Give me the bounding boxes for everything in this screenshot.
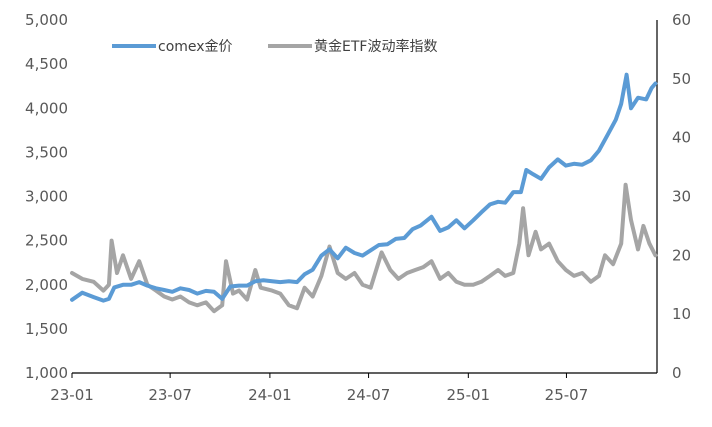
x-tick-label: 23-01 <box>50 386 94 404</box>
y-left-tick-label: 4,500 <box>25 55 68 73</box>
y-left-tick-label: 1,500 <box>25 320 68 338</box>
y-left-tick-label: 4,000 <box>25 99 68 117</box>
series-line-comex-gold <box>70 72 658 303</box>
y-left-tick-label: 2,500 <box>25 232 68 250</box>
y-right-tick-label: 10 <box>672 305 691 323</box>
series-line-gold-etf-vol <box>70 182 658 314</box>
y-right-tick-label: 20 <box>672 246 691 264</box>
x-tick-label: 24-01 <box>248 386 292 404</box>
y-left-tick-label: 1,000 <box>25 364 68 382</box>
y-left-tick-label: 2,000 <box>25 276 68 294</box>
x-tick-label: 24-07 <box>347 386 391 404</box>
x-tick-label: 23-07 <box>148 386 192 404</box>
y-axis-right-ticks: 0 10 20 30 40 50 60 <box>672 11 691 382</box>
legend: comex金价 黄金ETF波动率指数 <box>112 38 437 55</box>
legend-label: comex金价 <box>158 39 233 55</box>
x-axis-ticks: 23-01 23-07 24-01 24-07 25-01 25-07 <box>50 373 588 404</box>
y-right-tick-label: 30 <box>672 188 691 206</box>
x-tick-label: 25-07 <box>545 386 589 404</box>
legend-label: 黄金ETF波动率指数 <box>314 38 437 55</box>
y-axis-left-ticks: 1,000 1,500 2,000 2,500 3,000 3,500 4,000 4,500… <box>25 11 68 382</box>
y-left-tick-label: 3,000 <box>25 188 68 206</box>
x-tick-label: 25-01 <box>447 386 491 404</box>
y-left-tick-label: 5,000 <box>25 11 68 29</box>
series-layer <box>70 72 658 314</box>
y-right-tick-label: 50 <box>672 70 691 88</box>
y-right-tick-label: 60 <box>672 11 691 29</box>
y-right-tick-label: 40 <box>672 129 691 147</box>
y-right-tick-label: 0 <box>672 364 682 382</box>
y-left-tick-label: 3,500 <box>25 143 68 161</box>
